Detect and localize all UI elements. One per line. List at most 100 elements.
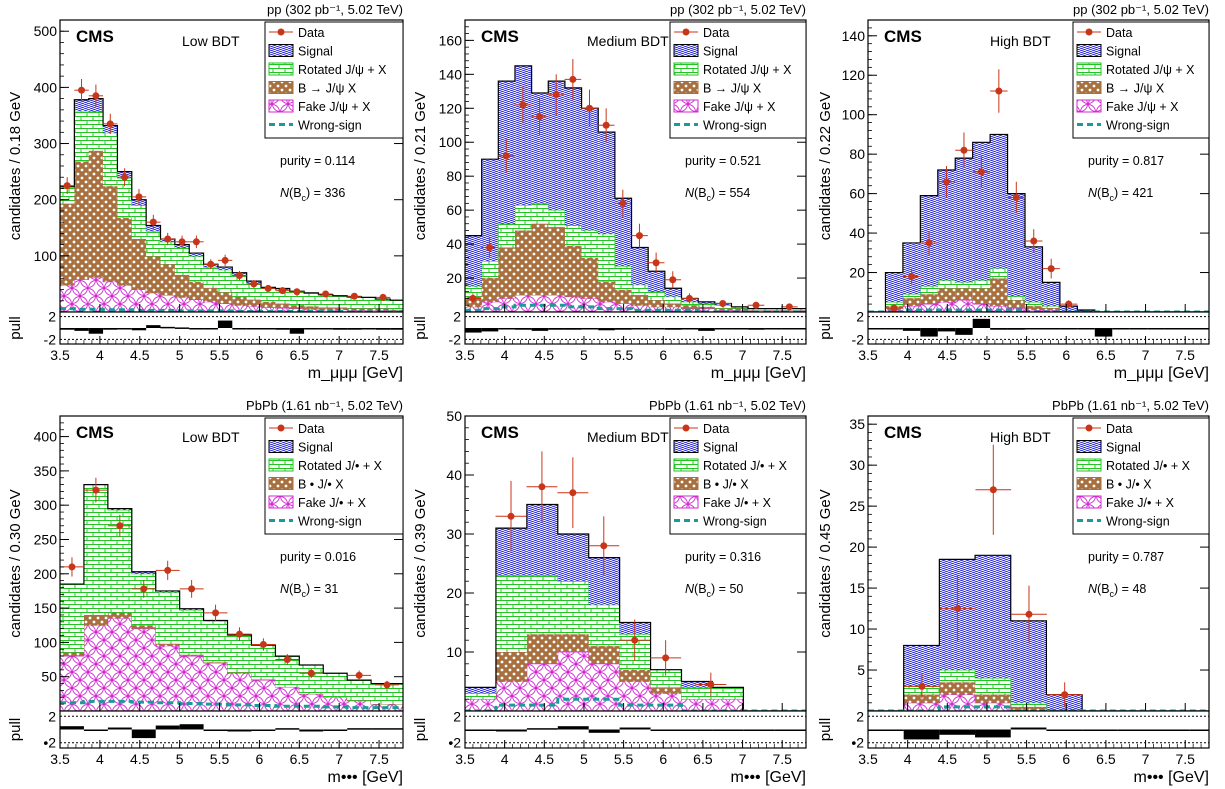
bar-fake-1 <box>83 625 108 711</box>
bar-rotated-3 <box>920 286 938 295</box>
x-tick-label-1: 4 <box>501 751 509 767</box>
legend-swatch-1 <box>1076 440 1102 453</box>
x-axis-label: m_μμμ [GeV] <box>308 365 403 382</box>
x-tick-label-4: 5.5 <box>210 751 230 767</box>
bar-b-6 <box>650 687 682 694</box>
data-point-9 <box>619 199 627 207</box>
bar-signal-3 <box>557 534 589 582</box>
legend-label-0: Data <box>703 422 729 436</box>
data-point-10 <box>635 232 643 240</box>
bar-signal-2 <box>107 508 132 510</box>
pull-panel: 2 -2 pull <box>412 309 807 347</box>
chart-panel-5: 10 20 30 40 50 candidates / 0.39 GeV PbPb (1.6… <box>412 398 807 786</box>
pull-bar-12 <box>1077 328 1095 330</box>
data-point-13 <box>685 294 693 302</box>
pull-bar-3 <box>920 328 938 337</box>
data-point-2 <box>569 489 577 497</box>
bar-fake-0 <box>465 306 482 312</box>
legend-label-1: Signal <box>703 45 738 59</box>
pull-bar-9 <box>1189 729 1209 731</box>
pull-bar-21 <box>361 328 376 330</box>
nbc-label: N(Bc) = 50 <box>685 582 743 599</box>
data-point-7 <box>235 630 243 638</box>
bar-rotated-9 <box>189 256 204 282</box>
x-tick-label-8: 7.5 <box>772 347 792 363</box>
bar-fake-8 <box>712 699 744 711</box>
pull-tick-label-1: -2 <box>449 331 462 347</box>
bar-fake-10 <box>203 301 218 312</box>
bar-b-8 <box>174 274 190 298</box>
pull-bar-7 <box>581 328 599 330</box>
pull-bar-2 <box>902 328 921 331</box>
legend-swatch-data <box>277 28 285 36</box>
data-point-4 <box>960 146 968 154</box>
bar-fake-9 <box>1025 310 1043 312</box>
data-point-11 <box>652 259 660 267</box>
bar-rotated-8 <box>1007 296 1026 301</box>
x-tick-label-1: 4 <box>501 347 509 363</box>
wrong-sign-line <box>60 699 403 710</box>
legend: Data Signal Rotated J/• + X B • J/• X Fake J… <box>1072 417 1210 535</box>
bar-fake-4 <box>155 645 180 711</box>
bar-signal-8 <box>598 132 615 234</box>
panel-header: pp (302 pb⁻¹, 5.02 TeV) <box>1073 2 1209 17</box>
bar-b-3 <box>920 294 938 305</box>
bar-signal-6 <box>972 142 991 281</box>
data-point-18 <box>350 292 358 300</box>
pull-bar-14 <box>1112 328 1130 330</box>
legend-swatch-3 <box>268 81 294 94</box>
x-tick-label-1: 4 <box>904 751 912 767</box>
purity-label: purity = 0.817 <box>1088 154 1164 168</box>
pull-bar-2 <box>939 729 976 735</box>
legend-swatch-4 <box>1076 495 1102 509</box>
bar-rotated-2 <box>939 670 976 683</box>
bar-signal-11 <box>1059 306 1078 312</box>
pull-bar-13 <box>246 328 262 330</box>
pull-bar-9 <box>1025 328 1043 330</box>
bar-fake-20 <box>347 310 362 312</box>
legend-swatch-3 <box>673 81 699 94</box>
legend-label-4: Fake J/• + X <box>703 496 772 510</box>
bar-b-11 <box>217 292 233 304</box>
y-tick-label-4: 50 <box>446 408 462 424</box>
bar-fake-7 <box>681 699 713 711</box>
bar-b-6 <box>564 245 582 297</box>
data-point-8 <box>602 121 610 129</box>
bar-fake-12 <box>347 700 372 711</box>
pull-bar-0 <box>868 729 904 731</box>
data-point-5 <box>188 585 196 593</box>
data-point-8 <box>178 238 186 246</box>
pull-bar-5 <box>955 328 973 335</box>
pull-bar-2 <box>107 727 132 730</box>
pull-bar-8 <box>174 327 190 329</box>
bar-b-4 <box>937 288 956 303</box>
x-tick-label-7: 7 <box>1142 347 1150 363</box>
bar-b-3 <box>975 694 1011 703</box>
bar-signal-3 <box>131 571 156 574</box>
y-tick-label-5: 120 <box>439 100 463 116</box>
nbc-label: N(Bc) = 554 <box>685 186 750 203</box>
bar-b-7 <box>581 257 599 299</box>
x-tick-label-4: 5.5 <box>614 347 634 363</box>
pull-axis-label: pull <box>412 718 429 741</box>
nbc-label: N(Bc) = 31 <box>280 582 338 599</box>
data-point-0 <box>890 304 898 312</box>
legend: Data Signal Rotated J/• + X B • J/• X Fake J… <box>264 417 404 535</box>
data-point-0 <box>68 563 76 571</box>
legend-swatch-3 <box>268 477 294 490</box>
bar-b-2 <box>939 682 976 695</box>
bar-signal-10 <box>631 247 649 285</box>
bar-rotated-3 <box>975 678 1011 695</box>
legend-swatch-4 <box>268 495 294 509</box>
bar-rotated-1 <box>885 302 903 307</box>
pull-axis-label: pull <box>817 718 834 741</box>
x-tick-label-7: 7 <box>739 347 747 363</box>
bar-b-7 <box>160 264 175 296</box>
y-tick-label-1: 20 <box>446 585 462 601</box>
cms-logo-text: CMS <box>884 27 922 46</box>
bar-fake-5 <box>955 300 973 312</box>
bar-rotated-2 <box>107 509 132 613</box>
bar-fake-14 <box>261 307 276 312</box>
bar-b-1 <box>481 278 499 302</box>
pull-bar-4 <box>531 328 549 331</box>
